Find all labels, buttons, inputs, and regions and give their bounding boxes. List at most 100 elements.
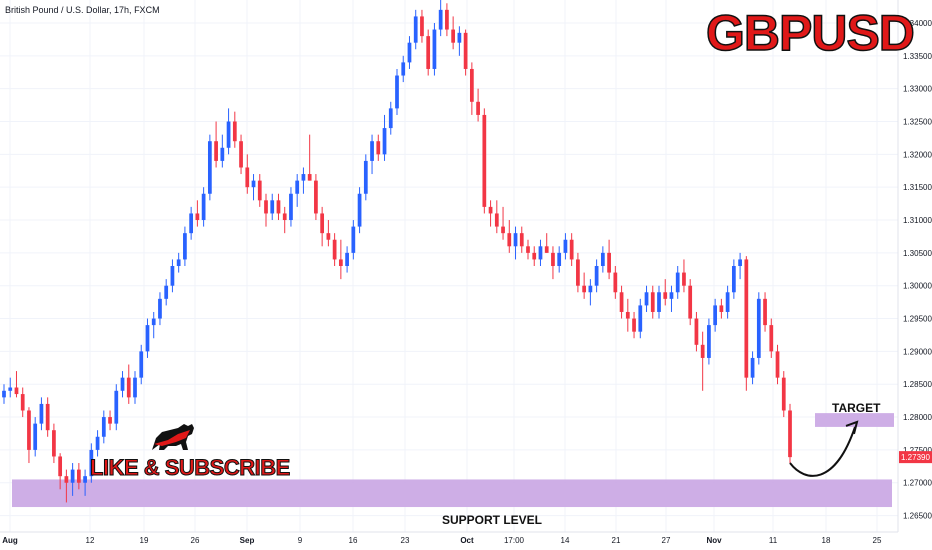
candle-body — [207, 141, 212, 194]
candle-body — [245, 167, 250, 188]
candle-body — [688, 285, 693, 319]
candle-body — [438, 9, 443, 30]
candle-body — [120, 377, 125, 391]
candle-body — [731, 266, 736, 293]
candle-body — [413, 16, 418, 43]
candle-body — [544, 246, 549, 253]
projection-arrow — [789, 426, 856, 477]
candle-body — [83, 476, 87, 483]
last-price-label: 1.27390 — [901, 453, 930, 462]
price-tick-label: 1.33500 — [903, 52, 932, 61]
candle-body — [133, 377, 137, 398]
candle-body — [457, 32, 462, 43]
support-level-label: SUPPORT LEVEL — [442, 513, 543, 527]
candle-body — [682, 272, 686, 286]
price-tick-label: 1.28000 — [903, 413, 932, 422]
candle-body — [270, 200, 275, 214]
bull-logo-icon — [152, 424, 194, 450]
candle-body — [557, 252, 562, 266]
candle-body — [551, 252, 555, 266]
candle-body — [395, 75, 399, 109]
zone-layer — [12, 413, 894, 508]
candle-body — [307, 174, 312, 181]
candle-body — [600, 252, 605, 266]
brand-title: GBPUSD — [705, 4, 915, 62]
candle-body — [744, 259, 749, 378]
candle-body — [488, 206, 493, 214]
candle-body — [108, 417, 112, 424]
annotation-layer — [789, 420, 859, 477]
candle-body — [613, 272, 618, 293]
time-tick-label: 21 — [612, 536, 621, 545]
chart-header-title: British Pound / U.S. Dollar, 17h, FXCM — [5, 5, 160, 15]
price-tick-label: 1.27000 — [903, 479, 932, 488]
price-tick-label: 1.28500 — [903, 380, 932, 389]
candle-body — [607, 252, 611, 273]
time-tick-label: 18 — [822, 536, 831, 545]
candle-body — [170, 266, 175, 286]
candle-body — [669, 292, 674, 299]
price-tick-label: 1.27500 — [903, 446, 932, 455]
candle-body — [376, 141, 381, 155]
support-zone — [12, 479, 892, 508]
time-tick-label: 25 — [873, 536, 882, 545]
candle-body — [445, 9, 449, 30]
candle-body — [657, 292, 661, 312]
target-zone — [815, 413, 894, 427]
candle-body — [370, 141, 374, 161]
target-label: TARGET — [832, 401, 881, 415]
candle-body — [14, 387, 19, 395]
candle-body — [289, 193, 293, 221]
candle-body — [176, 259, 181, 266]
candle-body — [89, 449, 94, 477]
price-tick-label: 1.30000 — [903, 282, 932, 291]
candle-body — [632, 318, 636, 332]
candle-body — [158, 298, 162, 319]
candle-body — [45, 403, 50, 431]
candle-body — [183, 233, 187, 260]
candle-body — [707, 325, 711, 358]
candle-body — [507, 233, 512, 247]
price-axis-background — [898, 0, 932, 550]
candle-body — [519, 233, 524, 247]
candle-body — [451, 29, 456, 43]
time-tick-label: 9 — [298, 536, 303, 545]
candle-body — [775, 351, 780, 378]
candle-body — [619, 292, 624, 312]
candle-body — [382, 128, 387, 155]
candle-body — [463, 32, 468, 69]
candle-body — [101, 417, 106, 437]
candle-body — [52, 430, 56, 457]
candle-layer — [2, 0, 792, 503]
candle-body — [226, 121, 231, 148]
candle-body — [76, 469, 81, 483]
candle-body — [58, 456, 63, 477]
candle-body — [145, 325, 150, 352]
candle-body — [332, 239, 337, 260]
candle-body — [420, 16, 424, 37]
time-tick-label: 23 — [401, 536, 410, 545]
candle-body — [738, 259, 742, 266]
candle-body — [725, 292, 730, 312]
last-price-badge — [899, 451, 932, 464]
like-subscribe-banner: LIKE & SUBSCRIBE — [90, 455, 291, 481]
candle-body — [20, 394, 25, 411]
time-tick-label: Oct — [460, 536, 474, 545]
candle-body — [700, 344, 705, 358]
candle-body — [27, 410, 31, 450]
candle-body — [314, 180, 318, 214]
candle-body — [363, 160, 368, 194]
candle-body — [788, 410, 792, 458]
candle-body — [538, 246, 543, 260]
grid-layer — [0, 0, 898, 532]
candle-body — [114, 390, 119, 424]
time-tick-label: 17:00 — [504, 536, 525, 545]
candle-body — [295, 180, 300, 194]
time-tick-label: 11 — [769, 536, 778, 545]
candle-body — [351, 226, 356, 253]
candle-body — [2, 390, 6, 398]
candle-body — [345, 252, 349, 266]
candle-body — [675, 272, 680, 293]
